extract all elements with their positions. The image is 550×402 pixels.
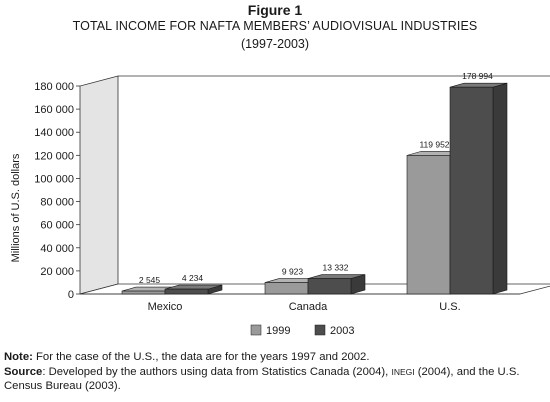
note-label: Note: xyxy=(4,351,33,363)
bar-front xyxy=(406,155,451,295)
y-tick-label: 0 xyxy=(68,289,74,301)
y-tick-label: 80 000 xyxy=(40,197,74,209)
source-label: Source xyxy=(4,365,43,378)
bar-2003-canada xyxy=(307,274,366,295)
x-tick-label: U.S. xyxy=(439,301,460,313)
legend-label: 2003 xyxy=(330,325,354,337)
data-label: 4 234 xyxy=(182,273,204,283)
plot-frame xyxy=(118,75,550,77)
source-text-1: : Developed by the authors using data fr… xyxy=(42,365,392,378)
chart-subtitle: (1997-2003) xyxy=(240,37,310,51)
note-text: For the case of the U.S., the data are f… xyxy=(32,351,370,363)
y-tick-label: 160 000 xyxy=(34,104,74,116)
source-inegi: INEGI xyxy=(391,366,415,377)
source-line: Source: Developed by the authors using d… xyxy=(4,365,546,394)
figure-label: Figure 1 xyxy=(247,2,303,18)
source-text-2: (2004), and the U.S. Census Bureau (2003… xyxy=(4,365,520,393)
chart-title: TOTAL INCOME FOR NAFTA MEMBERS’ AUDIOVIS… xyxy=(72,19,478,33)
bar-front xyxy=(264,282,309,295)
y-tick-label: 100 000 xyxy=(34,173,74,185)
bar-2003-mexico xyxy=(164,284,223,295)
y-tick-label: 180 000 xyxy=(34,81,74,93)
bar-front xyxy=(121,290,166,295)
data-label: 178 994 xyxy=(462,71,493,81)
bar-front xyxy=(307,278,352,295)
legend-swatch xyxy=(314,324,326,336)
y-tick-label: 140 000 xyxy=(34,127,74,139)
bar-front xyxy=(449,86,494,295)
x-tick-label: Mexico xyxy=(148,301,183,313)
y-tick-label: 20 000 xyxy=(40,266,74,278)
bar-chart: 0 20 000 40 000 60 000 80 000 100 000 120 000 1… xyxy=(10,71,550,337)
data-label: 13 332 xyxy=(323,263,349,273)
data-label: 119 952 xyxy=(419,139,449,149)
note-block: Note: For the case of the U.S., the data… xyxy=(4,350,546,394)
bar-2003-us xyxy=(449,82,508,295)
y-axis-label: Millions of U.S. dollars xyxy=(10,153,22,262)
y-tick-label: 40 000 xyxy=(40,243,74,255)
bar-side xyxy=(492,82,508,295)
note-line: Note: For the case of the U.S., the data… xyxy=(4,350,546,365)
bar-front xyxy=(164,288,209,295)
data-label: 9 923 xyxy=(282,267,304,277)
legend-label: 1999 xyxy=(266,325,290,337)
x-tick-label: Canada xyxy=(289,301,328,313)
back-wall xyxy=(79,75,119,295)
y-tick-label: 120 000 xyxy=(34,150,74,162)
legend-swatch xyxy=(250,324,262,336)
y-tick-label: 60 000 xyxy=(40,220,74,232)
data-label: 2 545 xyxy=(139,275,161,285)
